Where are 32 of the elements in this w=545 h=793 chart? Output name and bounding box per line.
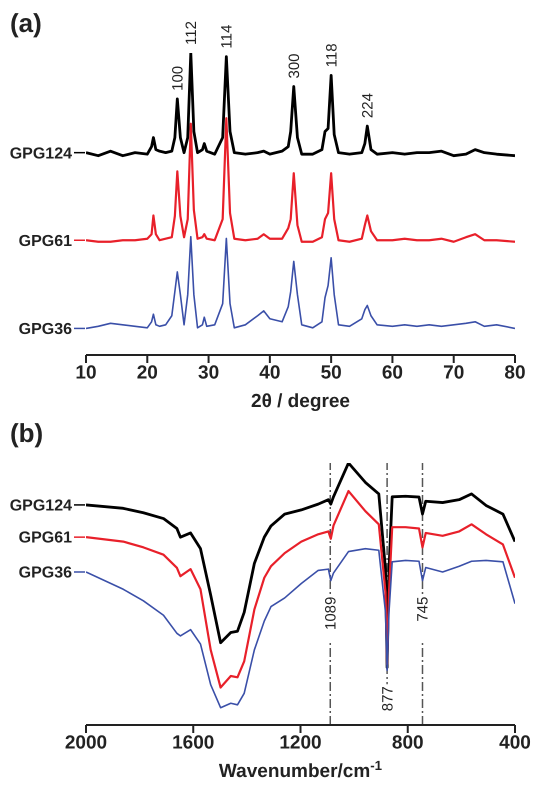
legend-label: GPG61 bbox=[18, 232, 72, 250]
x-tick-label: 800 bbox=[392, 732, 424, 754]
x-tick-label: 20 bbox=[136, 362, 158, 384]
ref-line-label: 1089 bbox=[322, 596, 340, 630]
x-axis-title: Wavenumber/cm$^{-1}$ bbox=[218, 758, 383, 782]
x-tick-label: 1600 bbox=[172, 732, 214, 754]
annotation: 112 bbox=[183, 21, 200, 45]
legend-label: GPG36 bbox=[18, 321, 72, 338]
annotation: 100 bbox=[170, 66, 187, 91]
legend-label: GPG36 bbox=[18, 564, 72, 582]
annotation: 300 bbox=[286, 53, 304, 79]
x-tick-label: 30 bbox=[198, 362, 220, 384]
x-tick-label: 70 bbox=[443, 362, 464, 384]
ref-line-label: 745 bbox=[414, 596, 432, 622]
x-tick-label: 40 bbox=[259, 362, 280, 384]
annotation: 118 bbox=[323, 43, 340, 68]
annotation: 224 bbox=[360, 93, 377, 118]
x-tick-label: 60 bbox=[382, 362, 403, 384]
x-tick-label: 80 bbox=[504, 362, 526, 384]
x-tick-label: 50 bbox=[320, 362, 342, 384]
ref-line-label: 877 bbox=[379, 686, 396, 712]
chart-title: (a) bbox=[10, 8, 42, 39]
chart-title: (b) bbox=[10, 418, 44, 449]
legend-label: GPG124 bbox=[10, 498, 72, 515]
legend-label: GPG61 bbox=[18, 530, 72, 547]
x-axis-title: 2θ / degree bbox=[251, 391, 350, 412]
x-tick-label: 400 bbox=[499, 732, 531, 754]
x-tick-label: 10 bbox=[75, 362, 97, 384]
legend-label: GPG124 bbox=[10, 145, 72, 162]
x-tick-label: 2000 bbox=[64, 732, 108, 754]
annotation: 114 bbox=[218, 24, 236, 49]
x-tick-label: 1200 bbox=[279, 732, 322, 754]
